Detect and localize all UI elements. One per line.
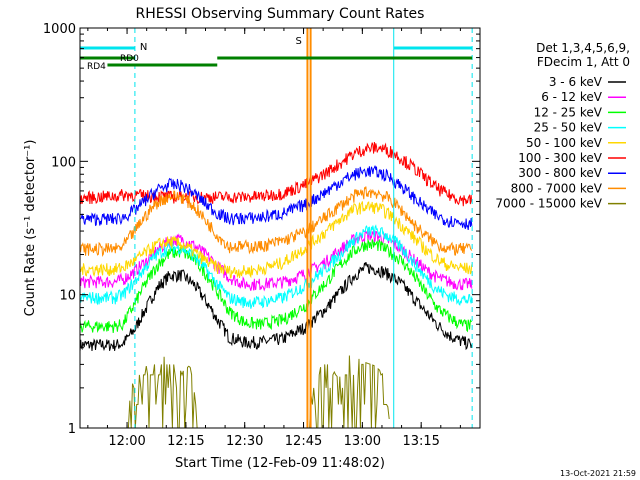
series-line-3 bbox=[80, 238, 472, 333]
rd4-label: RD4 bbox=[87, 62, 106, 72]
night-label: N bbox=[140, 42, 147, 53]
legend-entry-label: 300 - 800 keV bbox=[518, 166, 602, 180]
legend-header: Det 1,3,4,5,6,9, bbox=[536, 41, 630, 55]
legend-entry-label: 12 - 25 keV bbox=[534, 105, 603, 119]
series-line-1 bbox=[80, 261, 473, 352]
legend-entry-label: 50 - 100 keV bbox=[526, 136, 603, 150]
legend-entry-label: 800 - 7000 keV bbox=[511, 181, 603, 195]
y-axis-label: Count Rate (s⁻¹ detector⁻¹) bbox=[23, 140, 38, 317]
x-tick-label: 13:15 bbox=[402, 434, 439, 449]
traces-group bbox=[80, 141, 473, 428]
x-tick-label: 12:15 bbox=[167, 434, 204, 449]
y-axis: 1 10 100 1000 bbox=[43, 22, 480, 437]
legend: Det 1,3,4,5,6,9,FDecim 1, Att 0 3 - 6 keV… bbox=[495, 41, 630, 211]
x-tick-label: 12:45 bbox=[285, 434, 322, 449]
legend-entry-label: 100 - 300 keV bbox=[518, 151, 602, 165]
plot-frame bbox=[79, 27, 481, 429]
series-line-8 bbox=[80, 186, 473, 258]
attenuator-label: S bbox=[295, 36, 301, 47]
series-line-5 bbox=[80, 201, 473, 279]
y-tick-label: 1 bbox=[68, 422, 76, 437]
legend-entry-label: 3 - 6 keV bbox=[549, 75, 603, 89]
y-tick-label: 100 bbox=[51, 155, 76, 170]
x-tick-label: 12:00 bbox=[108, 434, 145, 449]
y-tick-label: 1000 bbox=[43, 22, 76, 37]
y-tick-label: 10 bbox=[59, 289, 76, 304]
legend-entry-label: 6 - 12 keV bbox=[541, 90, 603, 104]
chart-title: RHESSI Observing Summary Count Rates bbox=[136, 6, 425, 22]
timestamp-label: 13-Oct-2021 21:59 bbox=[560, 469, 636, 478]
legend-entry-label: 25 - 50 keV bbox=[534, 121, 603, 135]
rd0-label: RD0 bbox=[120, 54, 139, 64]
series-line-9 bbox=[127, 355, 390, 428]
x-tick-label: 12:30 bbox=[226, 434, 263, 449]
x-tick-label: 13:00 bbox=[344, 434, 381, 449]
series-line-4 bbox=[80, 224, 473, 309]
x-axis-label: Start Time (12-Feb-09 11:48:02) bbox=[175, 456, 385, 471]
legend-header: FDecim 1, Att 0 bbox=[537, 55, 630, 69]
x-axis: 12:00 12:15 12:30 12:45 13:00 13:15 bbox=[87, 28, 461, 449]
series-line-7 bbox=[80, 165, 473, 230]
legend-entry-label: 7000 - 15000 keV bbox=[495, 197, 602, 211]
